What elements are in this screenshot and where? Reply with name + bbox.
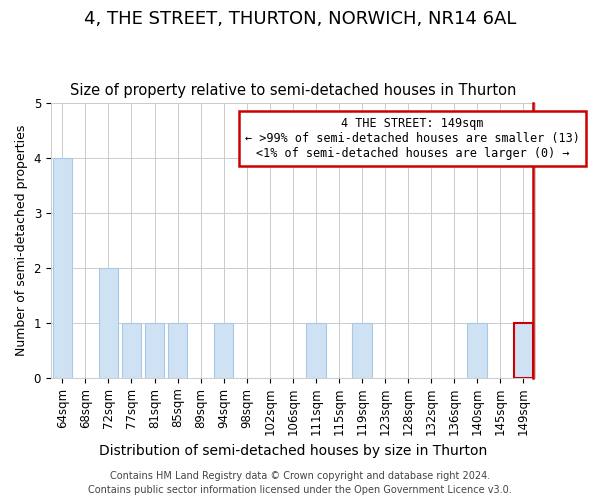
Bar xyxy=(306,323,326,378)
Bar xyxy=(352,323,372,378)
Bar xyxy=(145,323,164,378)
Bar xyxy=(53,158,72,378)
X-axis label: Distribution of semi-detached houses by size in Thurton: Distribution of semi-detached houses by … xyxy=(99,444,487,458)
Bar xyxy=(467,323,487,378)
Bar xyxy=(122,323,141,378)
Text: 4, THE STREET, THURTON, NORWICH, NR14 6AL: 4, THE STREET, THURTON, NORWICH, NR14 6A… xyxy=(84,10,516,28)
Bar xyxy=(514,323,533,378)
Bar xyxy=(168,323,187,378)
Bar xyxy=(214,323,233,378)
Y-axis label: Number of semi-detached properties: Number of semi-detached properties xyxy=(15,125,28,356)
Bar xyxy=(98,268,118,378)
Text: 4 THE STREET: 149sqm
← >99% of semi-detached houses are smaller (13)
<1% of semi: 4 THE STREET: 149sqm ← >99% of semi-deta… xyxy=(245,117,580,160)
Text: Contains HM Land Registry data © Crown copyright and database right 2024.
Contai: Contains HM Land Registry data © Crown c… xyxy=(88,471,512,495)
Title: Size of property relative to semi-detached houses in Thurton: Size of property relative to semi-detach… xyxy=(70,83,516,98)
